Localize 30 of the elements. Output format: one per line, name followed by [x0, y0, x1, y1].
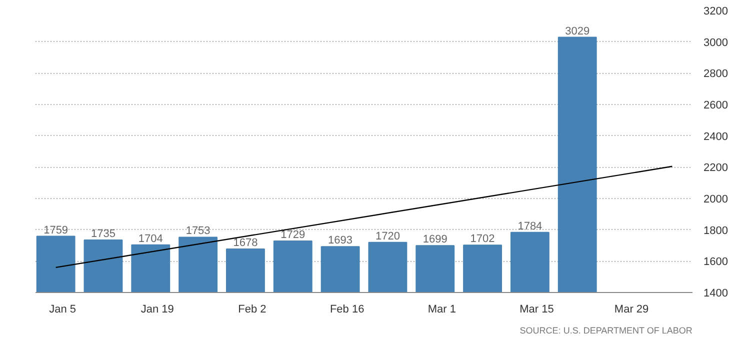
x-tick-label: Jan 19 — [140, 304, 174, 316]
y-tick-label: 1600 — [704, 256, 728, 268]
x-tick-label: Mar 29 — [614, 304, 649, 316]
data-label: 1759 — [44, 224, 68, 236]
y-tick-label: 2800 — [704, 68, 728, 80]
y-tick-label: 1800 — [704, 224, 728, 237]
data-label: 1702 — [470, 233, 495, 246]
y-tick-label: 2000 — [704, 194, 728, 206]
data-label: 1729 — [280, 228, 306, 241]
data-label: 1735 — [90, 228, 116, 240]
y-tick-label: 2400 — [704, 130, 728, 143]
x-tick-label: Mar 15 — [520, 304, 554, 316]
data-label: 1699 — [422, 234, 448, 246]
y-tick-label: 2600 — [704, 100, 728, 112]
y-tick-label: 1400 — [704, 288, 728, 300]
x-tick-label: Feb 2 — [238, 304, 266, 316]
y-tick-label: 3000 — [704, 36, 728, 49]
data-label: 1704 — [138, 232, 163, 245]
data-label: 1784 — [518, 220, 542, 232]
data-label: 1753 — [186, 225, 210, 238]
data-label: 1693 — [328, 234, 353, 247]
x-tick-label: Jan 5 — [49, 304, 76, 316]
data-label: 1720 — [375, 230, 400, 242]
data-label: 1678 — [233, 236, 258, 249]
y-tick-label: 2200 — [704, 162, 728, 174]
data-label: 3029 — [565, 25, 590, 38]
source-note: SOURCE: U.S. DEPARTMENT OF LABOR — [520, 326, 693, 336]
x-tick-label: Mar 1 — [428, 304, 456, 316]
x-tick-label: Feb 16 — [330, 304, 364, 316]
y-tick-label: 3200 — [704, 6, 728, 18]
